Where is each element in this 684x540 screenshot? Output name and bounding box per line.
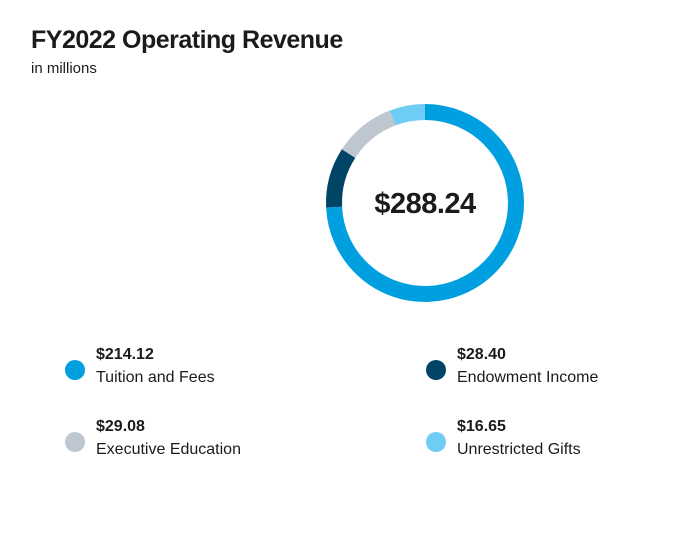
chart-title: FY2022 Operating Revenue [31, 26, 343, 54]
chart-subtitle: in millions [31, 60, 97, 77]
legend-item-executive-education: $29.08 Executive Education [65, 418, 325, 466]
legend-label-executive-education: Executive Education [96, 441, 241, 458]
legend-value-executive-education: $29.08 [96, 418, 145, 435]
legend-value-unrestricted-gifts: $16.65 [457, 418, 506, 435]
legend-value-endowment-income: $28.40 [457, 346, 506, 363]
legend-swatch-executive-education [65, 432, 85, 452]
donut-slice-executive-education [341, 110, 396, 159]
legend-label-tuition-and-fees: Tuition and Fees [96, 369, 215, 386]
legend-swatch-endowment-income [426, 360, 446, 380]
legend-swatch-tuition-and-fees [65, 360, 85, 380]
legend-item-unrestricted-gifts: $16.65 Unrestricted Gifts [426, 418, 684, 466]
donut-center-total: $288.24 [374, 188, 476, 220]
legend-value-tuition-and-fees: $214.12 [96, 346, 154, 363]
legend-item-endowment-income: $28.40 Endowment Income [426, 346, 684, 394]
legend-item-tuition-and-fees: $214.12 Tuition and Fees [65, 346, 325, 394]
legend-swatch-unrestricted-gifts [426, 432, 446, 452]
donut-chart: $288.24 [326, 104, 524, 302]
legend-label-unrestricted-gifts: Unrestricted Gifts [457, 441, 581, 458]
donut-slices [326, 104, 524, 302]
donut-slice-tuition-and-fees [326, 104, 524, 302]
donut-slice-endowment-income [326, 149, 356, 208]
donut-slice-unrestricted-gifts [389, 104, 426, 126]
legend-label-endowment-income: Endowment Income [457, 369, 599, 386]
